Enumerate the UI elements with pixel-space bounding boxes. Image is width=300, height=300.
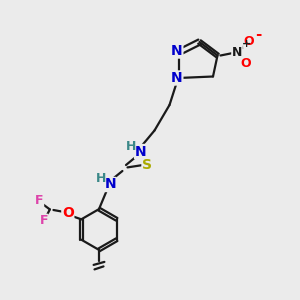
Text: N: N — [171, 71, 183, 85]
Text: N: N — [171, 44, 183, 58]
Text: F: F — [35, 194, 44, 208]
Text: +: + — [242, 39, 251, 49]
Text: -: - — [256, 27, 262, 42]
Text: H: H — [96, 172, 106, 185]
Text: N: N — [104, 178, 116, 191]
Text: H: H — [126, 140, 136, 153]
Text: O: O — [62, 206, 74, 220]
Text: N: N — [135, 145, 146, 158]
Text: O: O — [244, 34, 254, 48]
Text: S: S — [142, 158, 152, 172]
Text: N: N — [232, 46, 242, 59]
Text: F: F — [40, 214, 48, 227]
Text: O: O — [241, 57, 251, 70]
